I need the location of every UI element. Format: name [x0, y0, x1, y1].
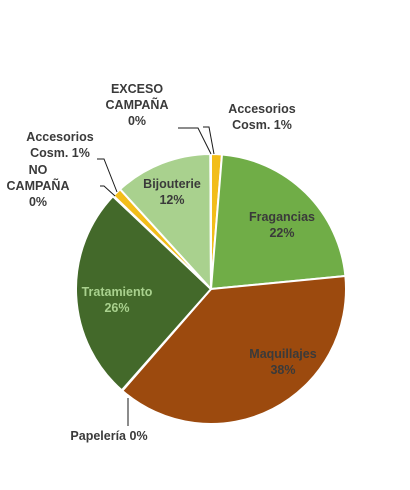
data-label-8-line-1: Bijouterie: [143, 177, 201, 191]
data-label-2-line-1: Fragancias: [249, 210, 315, 224]
data-label-8: Bijouterie 12%: [143, 177, 201, 207]
data-label-5: Tratamiento 26%: [82, 285, 153, 315]
data-label-5-line-1: Tratamiento: [82, 285, 153, 299]
data-label-9-line-2: CAMPAÑA: [106, 97, 169, 112]
data-label-9-line-1: EXCESO: [111, 82, 163, 96]
data-label-4-line-1: Papelería 0%: [70, 429, 147, 443]
pie-slices: [75, 153, 347, 425]
pie-slice-5: [75, 195, 212, 392]
leader-lines: [97, 126, 215, 426]
data-label-6: NO CAMPAÑA 0%: [7, 163, 70, 209]
data-label-6-line-1: NO: [29, 163, 48, 177]
data-label-9: EXCESO CAMPAÑA 0%: [106, 82, 169, 128]
data-label-5-line-2: 26%: [104, 301, 129, 315]
data-label-7-line-1: Accesorios: [26, 130, 93, 144]
data-label-1: Accesorios Cosm. 1%: [228, 102, 295, 132]
data-label-1-line-1: Accesorios: [228, 102, 295, 116]
data-label-4: Papelería 0%: [70, 429, 147, 443]
leader-line-3: [100, 185, 116, 197]
data-label-8-line-2: 12%: [159, 193, 184, 207]
data-label-2-line-2: 22%: [269, 226, 294, 240]
pie-slice-2: [210, 153, 347, 290]
data-label-3-line-2: 38%: [270, 363, 295, 377]
leader-line-1: [203, 126, 215, 155]
data-label-9-line-3: 0%: [128, 114, 146, 128]
pie-slice-9: [209, 153, 212, 290]
data-label-6-line-3: 0%: [29, 195, 47, 209]
data-label-3-line-1: Maquillajes: [249, 347, 316, 361]
data-label-6-line-2: CAMPAÑA: [7, 178, 70, 193]
data-label-7-line-2: Cosm. 1%: [30, 146, 90, 160]
pie-slice-8: [119, 153, 212, 290]
data-label-1-line-2: Cosm. 1%: [232, 118, 292, 132]
data-label-7: Accesorios Cosm. 1%: [26, 130, 93, 160]
data-label-2: Fragancias 22%: [249, 210, 315, 240]
leader-line-5: [178, 127, 212, 155]
leader-line-4: [97, 158, 118, 193]
data-label-3: Maquillajes 38%: [249, 347, 316, 377]
data-labels: Accesorios Cosm. 1% Fragancias 22% Maquillaj…: [7, 82, 317, 443]
pie-slice-3: [121, 275, 347, 425]
